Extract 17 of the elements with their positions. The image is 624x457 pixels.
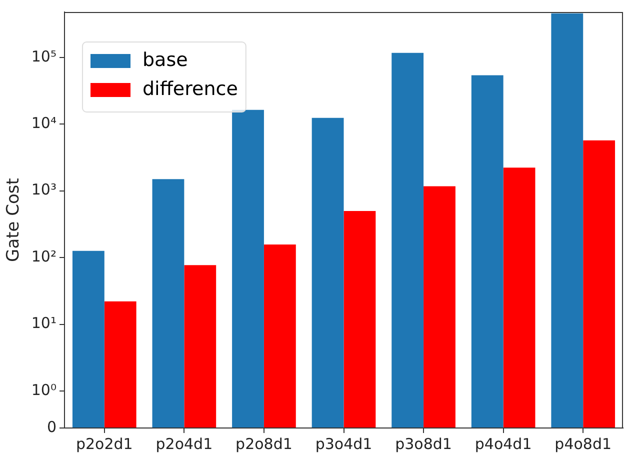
y-tick-label: 0 [46, 418, 56, 436]
y-tick-label: 10⁴ [31, 114, 56, 132]
y-tick-label: 10⁵ [31, 47, 56, 66]
x-tick-label: p2o4d1 [156, 434, 213, 453]
x-tick-label: p2o2d1 [76, 434, 133, 453]
x-tick-label: p4o4d1 [474, 434, 532, 453]
x-tick-label: p3o4d1 [315, 434, 372, 453]
y-tick-label: 10⁰ [31, 380, 56, 399]
y-tick-label: 10¹ [31, 314, 56, 332]
legend-label: difference [142, 78, 238, 100]
x-tick-label: p4o8d1 [554, 434, 612, 453]
x-tick-label: p2o8d1 [236, 434, 292, 453]
x-tick-label: p3o8d1 [395, 434, 452, 453]
y-tick-label: 10² [31, 247, 56, 266]
legend-label: base [142, 48, 188, 71]
y-tick-label: 10³ [31, 180, 56, 199]
y-axis-title: Gate Cost [4, 178, 24, 262]
